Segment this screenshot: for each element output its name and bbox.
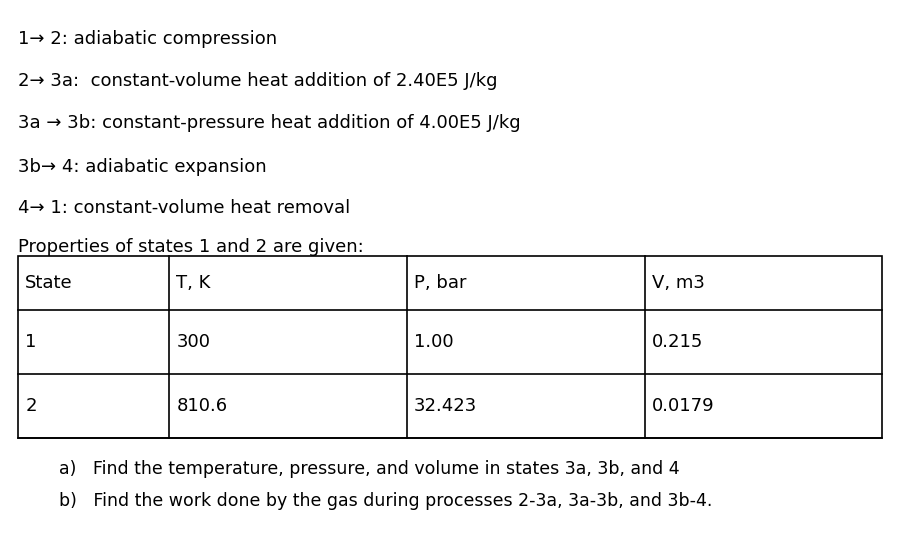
- Text: State: State: [25, 274, 73, 292]
- Text: Properties of states 1 and 2 are given:: Properties of states 1 and 2 are given:: [18, 238, 364, 256]
- Text: 1→ 2: adiabatic compression: 1→ 2: adiabatic compression: [18, 30, 277, 48]
- Text: 32.423: 32.423: [414, 397, 477, 415]
- Text: 810.6: 810.6: [177, 397, 227, 415]
- Text: P, bar: P, bar: [414, 274, 466, 292]
- Text: 0.215: 0.215: [652, 333, 704, 351]
- Text: V, m3: V, m3: [652, 274, 704, 292]
- Text: T, K: T, K: [177, 274, 211, 292]
- Text: 300: 300: [177, 333, 210, 351]
- Text: 3b→ 4: adiabatic expansion: 3b→ 4: adiabatic expansion: [18, 158, 267, 176]
- Text: a)   Find the temperature, pressure, and volume in states 3a, 3b, and 4: a) Find the temperature, pressure, and v…: [59, 460, 679, 478]
- Text: 4→ 1: constant-volume heat removal: 4→ 1: constant-volume heat removal: [18, 199, 350, 217]
- Text: 2: 2: [25, 397, 37, 415]
- Text: 1.00: 1.00: [414, 333, 454, 351]
- Text: 2→ 3a:  constant-volume heat addition of 2.40E5 J/kg: 2→ 3a: constant-volume heat addition of …: [18, 72, 498, 90]
- Bar: [18, 256, 882, 438]
- Text: b)   Find the work done by the gas during processes 2-3a, 3a-3b, and 3b-4.: b) Find the work done by the gas during …: [59, 492, 712, 510]
- Text: 3a → 3b: constant-pressure heat addition of 4.00E5 J/kg: 3a → 3b: constant-pressure heat addition…: [18, 114, 520, 132]
- Text: 1: 1: [25, 333, 37, 351]
- Text: 0.0179: 0.0179: [652, 397, 714, 415]
